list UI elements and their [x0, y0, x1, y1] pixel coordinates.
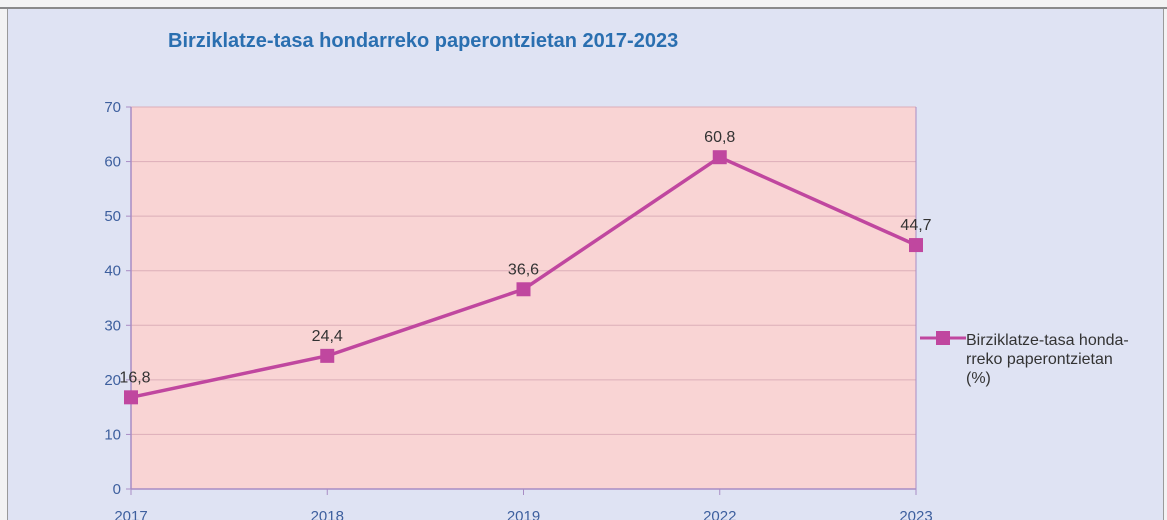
- y-tick-label: 0: [113, 481, 121, 498]
- data-label: 44,7: [900, 217, 931, 234]
- y-tick-label: 70: [104, 99, 121, 116]
- data-label: 24,4: [312, 328, 343, 345]
- x-tick-label: 2019: [507, 508, 540, 520]
- plot-area: [131, 107, 916, 489]
- legend-label-line: rreko paperontzietan: [966, 351, 1113, 368]
- data-point: [516, 282, 531, 297]
- series-group: [124, 150, 923, 405]
- window-right-frame: [1163, 9, 1167, 520]
- x-tick-label: 2017: [114, 508, 147, 520]
- legend-label-line: Birziklatze-tasa honda-: [966, 332, 1129, 349]
- gridlines: [131, 106, 916, 435]
- y-tick-label: 30: [104, 317, 121, 334]
- y-tick-label: 20: [104, 372, 121, 389]
- legend-label: Birziklatze-tasa honda- rreko paperontzi…: [966, 331, 1161, 388]
- x-tick-label: 2018: [311, 508, 344, 520]
- data-label: 60,8: [704, 129, 735, 146]
- data-point: [712, 150, 727, 165]
- data-point: [909, 238, 923, 253]
- data-labels: 16,8 24,4 36,6 60,8 44,7: [119, 129, 931, 386]
- data-label: 16,8: [119, 369, 150, 386]
- y-tick-label: 40: [104, 263, 121, 280]
- y-tick-label: 10: [104, 426, 121, 443]
- legend-label-line: (%): [966, 370, 991, 387]
- y-tick-label: 60: [104, 154, 121, 171]
- y-axis-ticks: 0 10 20 30 40 50 60 70: [104, 99, 131, 498]
- chart-title: Birziklatze-tasa hondarreko paperontziet…: [168, 30, 679, 52]
- data-label: 36,6: [508, 261, 539, 278]
- data-point: [320, 348, 335, 363]
- data-point: [124, 390, 138, 405]
- y-tick-label: 50: [104, 208, 121, 225]
- x-tick-label: 2022: [703, 508, 736, 520]
- window-top-frame: [0, 0, 1167, 9]
- window-left-frame: [0, 9, 8, 520]
- legend-marker: [920, 331, 966, 345]
- x-axis-ticks: 2017 2018 2019 2022 2023: [114, 489, 933, 520]
- x-tick-label: 2023: [899, 508, 932, 520]
